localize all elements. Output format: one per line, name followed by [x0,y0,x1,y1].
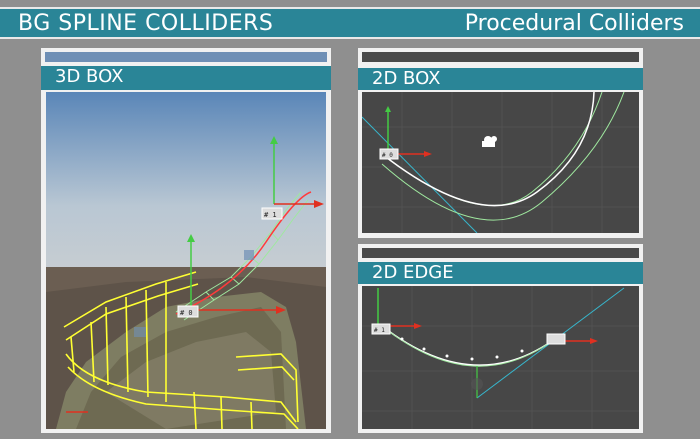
panel-header: 2D BOX [358,68,643,90]
scene-2d-box-drawing: # 0 [362,92,639,233]
move-gizmo-icon [66,136,324,413]
panel-top-bar [362,248,639,258]
subtitle: Procedural Colliders [464,11,684,36]
panel-top-bar [362,52,639,62]
camera-icon [471,378,483,390]
tangent-line [362,116,478,233]
spline-curve [175,191,312,315]
panel-2d-box: 2D BOX # 0 [358,48,643,238]
scene-3d-drawing: # 1 # 0 [46,92,326,429]
scene-view-2d-edge[interactable]: # 1 [362,286,639,429]
gizmo-label: # 0 [382,152,393,159]
box-collider-wireframe [63,271,299,429]
scene-view-2d-box[interactable]: # 0 [362,92,639,233]
scene-view-3d[interactable]: # 1 # 0 [46,92,326,429]
panel-3d-box: 3D BOX [41,48,331,433]
spline-curve [381,325,553,366]
camera-icon [482,136,497,147]
gizmo-label: # 1 [374,327,385,334]
spline-curve [381,92,595,207]
title-banner: BG SPLINE COLLIDERS Procedural Colliders [0,7,700,39]
gizmo-label: # 0 [180,309,193,317]
scene-2d-edge-drawing: # 1 [362,286,639,429]
panel-top-bar [45,52,327,62]
panel-header: 3D BOX [41,66,331,90]
main-title: BG SPLINE COLLIDERS [18,11,274,36]
panel-header: 2D EDGE [358,262,643,284]
gizmo-label: # 1 [264,211,277,219]
panel-2d-edge: 2D EDGE # 1 [358,244,643,433]
